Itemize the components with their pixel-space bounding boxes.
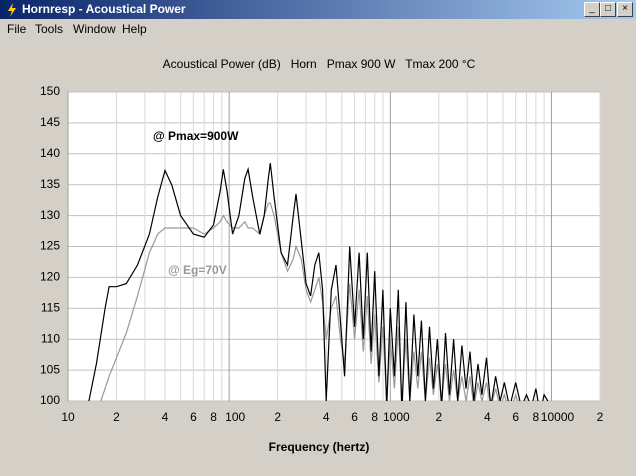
y-tick-label: 125 bbox=[40, 239, 60, 253]
plot-area bbox=[67, 91, 601, 402]
x-tick-label: 4 bbox=[484, 410, 491, 424]
data-line bbox=[100, 202, 537, 401]
y-tick-label: 105 bbox=[40, 362, 60, 376]
y-tick-label: 100 bbox=[40, 393, 60, 407]
x-tick-label: 2 bbox=[597, 410, 604, 424]
maximize-button[interactable]: □ bbox=[600, 2, 616, 17]
y-tick-label: 135 bbox=[40, 177, 60, 191]
y-tick-label: 145 bbox=[40, 115, 60, 129]
data-line bbox=[88, 163, 549, 401]
menu-item[interactable]: Help bbox=[122, 22, 147, 36]
y-tick-label: 140 bbox=[40, 146, 60, 160]
x-tick-label: 2 bbox=[113, 410, 120, 424]
x-tick-label: 1000 bbox=[383, 410, 410, 424]
x-axis-label: Frequency (hertz) bbox=[269, 440, 370, 454]
window-title: Hornresp - Acoustical Power bbox=[22, 2, 186, 16]
x-tick-label: 6 bbox=[351, 410, 358, 424]
x-tick-label: 6 bbox=[190, 410, 197, 424]
x-tick-label: 8 bbox=[371, 410, 378, 424]
x-tick-label: 8 bbox=[533, 410, 540, 424]
y-tick-label: 115 bbox=[41, 300, 60, 314]
title-bar: Hornresp - Acoustical Power _ □ × bbox=[0, 0, 636, 19]
menu-item[interactable]: Window bbox=[73, 22, 116, 36]
x-tick-label: 100 bbox=[225, 410, 245, 424]
app-icon bbox=[8, 3, 16, 17]
x-tick-label: 4 bbox=[323, 410, 330, 424]
chart-title: Acoustical Power (dB) Horn Pmax 900 W Tm… bbox=[163, 57, 476, 71]
x-tick-label: 8 bbox=[210, 410, 217, 424]
x-tick-label: 10 bbox=[61, 410, 75, 424]
x-tick-label: 2 bbox=[435, 410, 442, 424]
y-tick-label: 110 bbox=[41, 331, 60, 345]
x-tick-label: 6 bbox=[512, 410, 519, 424]
annotation: @ Eg=70V bbox=[168, 263, 227, 277]
annotation: @ Pmax=900W bbox=[153, 129, 239, 143]
menu-item[interactable]: File bbox=[7, 22, 27, 36]
y-tick-label: 150 bbox=[40, 84, 60, 98]
menu-item[interactable]: Tools bbox=[35, 22, 64, 36]
close-button[interactable]: × bbox=[617, 2, 633, 17]
x-tick-label: 4 bbox=[162, 410, 169, 424]
x-tick-label: 2 bbox=[274, 410, 281, 424]
y-tick-label: 130 bbox=[40, 208, 60, 222]
y-tick-label: 120 bbox=[40, 270, 60, 284]
x-tick-label: 10000 bbox=[541, 410, 575, 424]
minimize-button[interactable]: _ bbox=[584, 2, 600, 17]
